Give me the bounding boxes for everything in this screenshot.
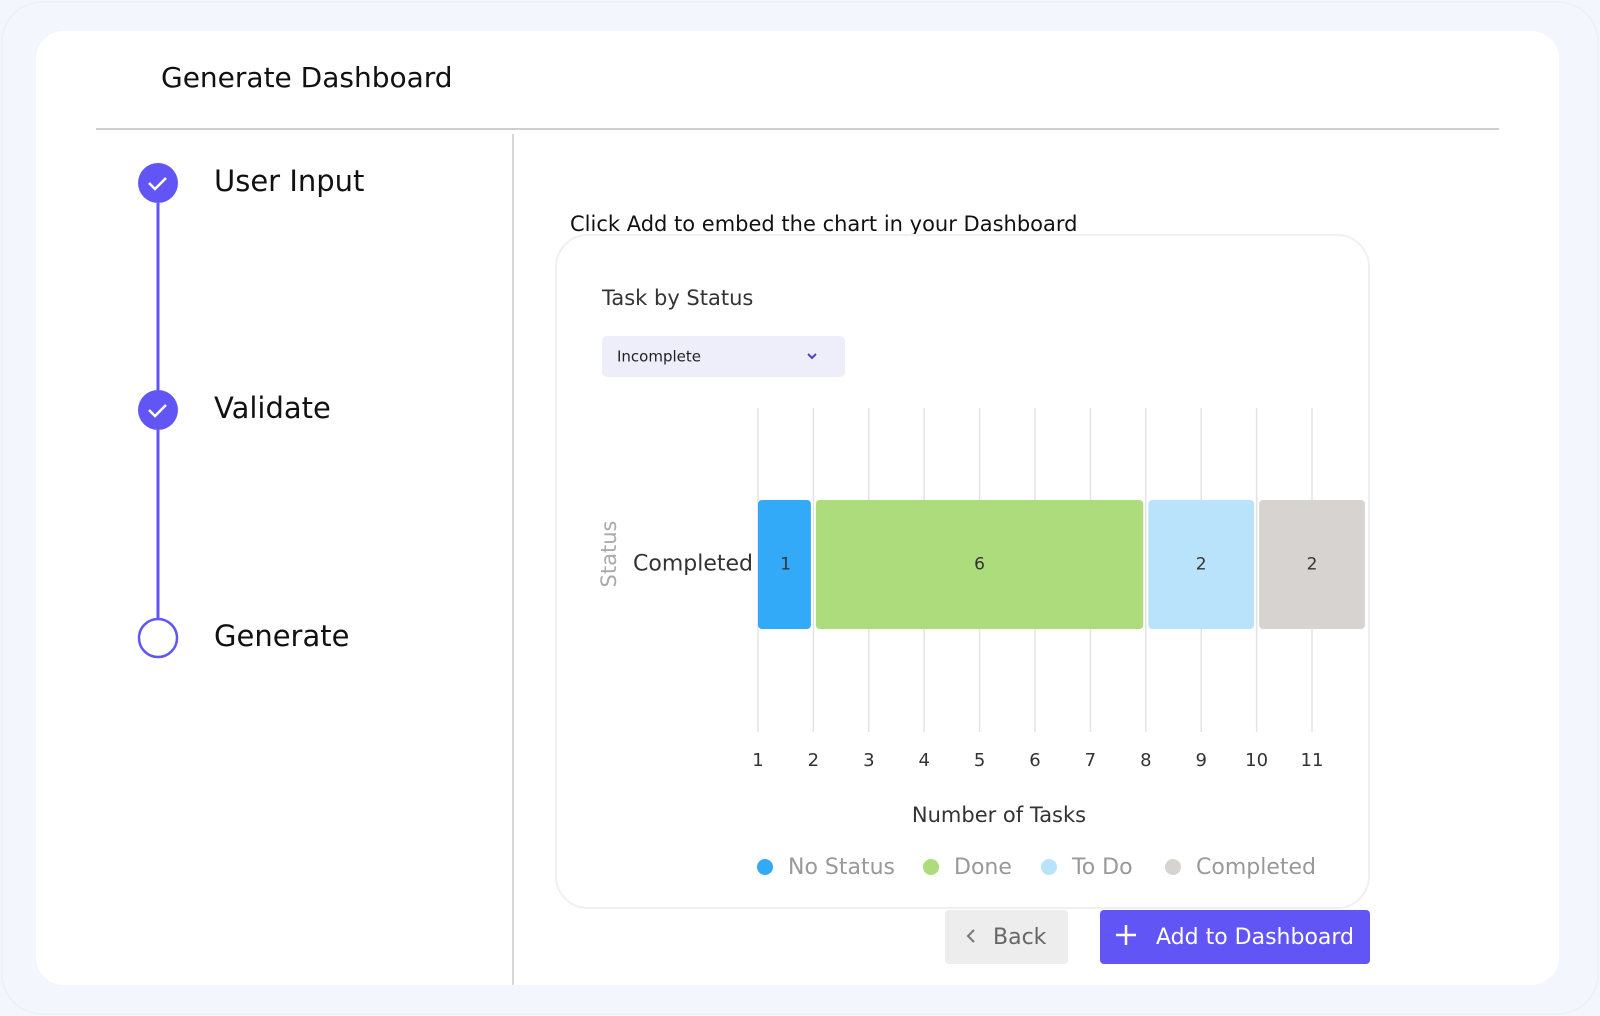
chart-title: Task by Status xyxy=(601,286,753,310)
dropdown-chevron[interactable] xyxy=(807,353,817,360)
step-label: Generate xyxy=(214,619,349,653)
dropdown-value[interactable]: Incomplete xyxy=(617,348,701,366)
legend-swatch xyxy=(757,859,773,875)
step-check xyxy=(148,404,167,418)
data-label: 2 xyxy=(1307,555,1318,575)
x-axis-label: Number of Tasks xyxy=(912,803,1086,827)
legend-swatch xyxy=(923,859,939,875)
data-label: 1 xyxy=(780,555,791,575)
x-tick-label: 10 xyxy=(1245,750,1268,771)
x-tick-label: 8 xyxy=(1140,750,1151,771)
back-button[interactable] xyxy=(945,910,1068,964)
data-label: 6 xyxy=(974,555,985,575)
legend-label: Completed xyxy=(1196,855,1316,880)
bar-segment xyxy=(815,500,1144,629)
back-icon[interactable] xyxy=(966,929,975,943)
x-tick-label: 9 xyxy=(1195,750,1206,771)
step-indicator xyxy=(138,390,178,430)
x-tick-label: 1 xyxy=(752,750,763,771)
add-label[interactable]: Add to Dashboard xyxy=(1156,925,1354,950)
step-check xyxy=(148,177,167,191)
step-label: Validate xyxy=(214,391,331,425)
y-axis-label: Status xyxy=(597,521,621,588)
y-tick-label: Completed xyxy=(633,552,753,577)
x-tick-label: 7 xyxy=(1085,750,1096,771)
add-button[interactable] xyxy=(1100,910,1370,964)
x-tick-label: 3 xyxy=(863,750,874,771)
add-icon[interactable] xyxy=(1116,925,1136,945)
step-label: User Input xyxy=(214,164,364,198)
x-tick-label: 6 xyxy=(1029,750,1040,771)
bar-segment xyxy=(758,500,811,629)
page-title: Generate Dashboard xyxy=(161,61,453,94)
legend-label: No Status xyxy=(788,855,895,880)
x-tick-label: 4 xyxy=(918,750,929,771)
legend-label: To Do xyxy=(1071,855,1133,880)
data-label: 2 xyxy=(1196,555,1207,575)
back-label[interactable]: Back xyxy=(993,925,1047,950)
x-tick-label: 2 xyxy=(808,750,819,771)
instruction: Click Add to embed the chart in your Das… xyxy=(570,212,1078,236)
x-tick-label: 5 xyxy=(974,750,985,771)
legend-swatch xyxy=(1041,859,1057,875)
step-indicator xyxy=(137,617,179,659)
legend-label: Done xyxy=(954,855,1012,880)
step-indicator xyxy=(138,163,178,203)
bar-segment xyxy=(1259,500,1365,629)
status-dropdown[interactable] xyxy=(602,336,845,377)
legend-swatch xyxy=(1165,859,1181,875)
x-tick-label: 11 xyxy=(1301,750,1324,771)
bar-segment xyxy=(1148,500,1255,629)
